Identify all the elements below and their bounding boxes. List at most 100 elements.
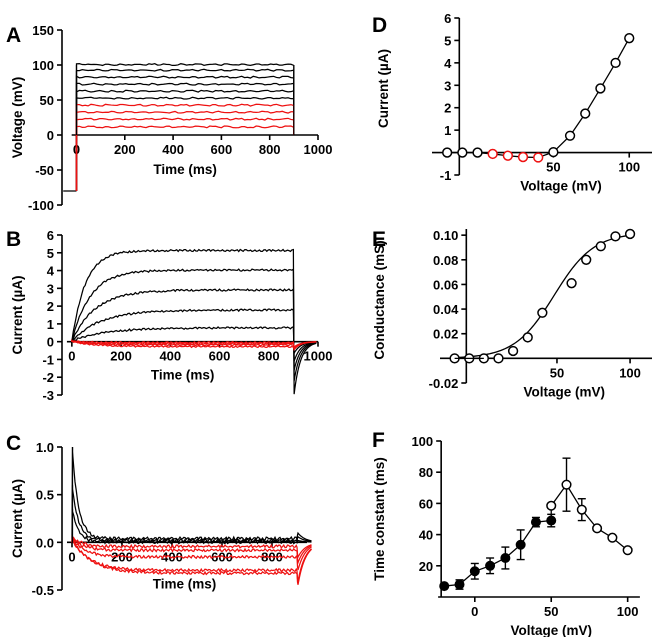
axis-text: 100 — [617, 604, 639, 619]
axis-text: -100 — [28, 198, 54, 213]
data-point — [502, 150, 514, 161]
axis-text: 200 — [114, 142, 136, 157]
data-point — [610, 231, 621, 242]
current-trace — [71, 268, 317, 381]
current-trace — [71, 340, 317, 351]
axis-text: 50 — [40, 93, 54, 108]
axis-text: 0.5 — [36, 488, 54, 503]
panel-d: -1 1 2 3 4 5 6 Current (µA) 50 100 Voltage (mV) — [340, 0, 672, 215]
axis-text: 100 — [411, 434, 433, 449]
axis-text: -1 — [440, 168, 452, 183]
axis-text: 3 — [444, 78, 451, 93]
data-point — [622, 545, 633, 556]
axis-text: Voltage (mV) — [520, 179, 602, 194]
axis-text: Current (µA) — [10, 275, 25, 354]
axis-text: 5 — [47, 246, 54, 261]
data-point — [454, 579, 465, 590]
data-point — [576, 504, 587, 515]
axis-text: 5 — [444, 33, 451, 48]
axis-text: Time (ms) — [153, 576, 217, 591]
axis-text: 6 — [444, 11, 451, 26]
axis-text: 0 — [68, 349, 75, 364]
axis-text: 0.04 — [433, 302, 459, 317]
data-point — [564, 130, 576, 141]
axis-text: -3 — [42, 388, 54, 403]
voltage-step-trace — [75, 68, 295, 191]
panel-f-plot: 20 40 60 80 100 Time constant (ms) 0 50 100 Volta… — [372, 434, 640, 637]
axis-text: Voltage (mV) — [510, 623, 592, 637]
axis-text: 0 — [47, 335, 54, 350]
data-point — [607, 532, 618, 543]
axis-text: 1 — [47, 317, 54, 332]
voltage-step-trace — [75, 82, 295, 191]
current-trace — [71, 508, 312, 545]
axis-text: Voltage (mV) — [524, 384, 606, 399]
data-point — [515, 539, 526, 550]
panel-label-d: D — [372, 14, 388, 37]
axis-text: -1 — [42, 352, 54, 367]
data-point — [566, 278, 577, 289]
axis-text: 2 — [47, 299, 54, 314]
panel-e: -0.02 0.02 0.04 0.06 0.08 0.10 Conductance (mS… — [340, 215, 672, 427]
axis-text: 600 — [211, 142, 233, 157]
voltage-step-trace — [75, 89, 295, 191]
axis-text: 0 — [68, 549, 75, 564]
panel-label-a: A — [6, 24, 22, 47]
axis-text: -2 — [42, 370, 54, 385]
axis-text: 6 — [47, 228, 54, 243]
axis-text: 150 — [32, 23, 54, 38]
data-point — [533, 152, 544, 163]
data-point — [469, 566, 480, 577]
axis-text: -0.02 — [429, 376, 459, 391]
panel-a: 150 100 50 0 -50 -100 Voltage (mV) 0 200 400 600 80… — [0, 0, 340, 218]
panel-label-b: B — [6, 228, 22, 251]
axis-text: 0 — [47, 128, 54, 143]
axis-text: 0.06 — [433, 277, 458, 292]
axis-text: 50 — [544, 604, 558, 619]
voltage-step-trace — [75, 96, 295, 191]
axis-text: 40 — [419, 528, 433, 543]
data-point — [581, 254, 592, 265]
panel-label-c: C — [6, 432, 22, 455]
axis-text: 1000 — [304, 142, 333, 157]
axis-text: Current (µA) — [376, 49, 391, 128]
voltage-step-trace — [75, 63, 295, 191]
axis-text: 100 — [619, 365, 641, 380]
axis-text: 1000 — [304, 349, 333, 364]
axis-text: 100 — [32, 58, 54, 73]
data-point — [624, 228, 636, 240]
axis-text: 0.02 — [433, 327, 458, 342]
axis-text: -50 — [35, 163, 54, 178]
data-point — [522, 332, 533, 343]
data-point — [595, 241, 606, 252]
axis-text: 0.0 — [36, 535, 54, 550]
current-trace — [71, 485, 312, 544]
data-point — [487, 148, 498, 160]
panel-b: 6 5 4 3 2 1 0 -1 -2 -3 Current (µA) 0 200 400 600 800 10… — [0, 215, 340, 427]
axis-text: 800 — [258, 349, 280, 364]
data-point — [457, 147, 468, 158]
axis-text: 400 — [159, 349, 181, 364]
axis-text: 600 — [211, 549, 233, 564]
data-point — [561, 479, 572, 490]
axis-text: 2 — [444, 101, 451, 116]
panel-f: 20 40 60 80 100 Time constant (ms) 0 50 100 Volta… — [340, 425, 672, 637]
voltage-step-trace — [75, 117, 295, 191]
current-trace — [71, 446, 312, 543]
axis-text: 4 — [444, 56, 452, 71]
axis-text: Current (µA) — [10, 479, 25, 558]
voltage-step-trace — [75, 75, 295, 191]
data-point — [442, 147, 453, 158]
axis-text: 3 — [47, 281, 54, 296]
panel-d-plot: -1 1 2 3 4 5 6 Current (µA) 50 100 Voltage (mV) — [376, 11, 652, 194]
data-point — [610, 57, 621, 69]
data-point — [500, 552, 511, 563]
current-trace — [71, 535, 312, 560]
data-point — [624, 33, 635, 44]
data-point — [580, 108, 591, 119]
axis-text: -0.5 — [32, 583, 54, 598]
current-trace — [71, 538, 312, 571]
axis-text: Voltage (mV) — [10, 77, 25, 159]
